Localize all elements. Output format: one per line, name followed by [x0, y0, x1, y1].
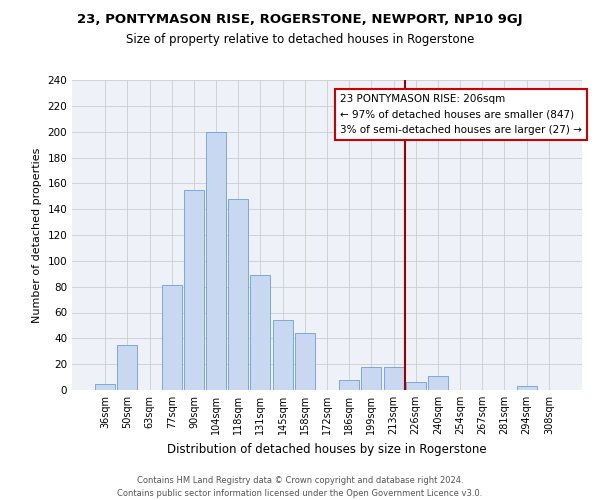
Bar [250, 275, 271, 390]
Text: 23, PONTYMASON RISE, ROGERSTONE, NEWPORT, NP10 9GJ: 23, PONTYMASON RISE, ROGERSTONE, NEWPORT… [77, 12, 523, 26]
Bar [339, 380, 359, 390]
Bar [228, 199, 248, 390]
Bar [95, 384, 115, 390]
Bar [118, 345, 137, 390]
Bar [383, 367, 404, 390]
Bar [517, 386, 536, 390]
Text: Contains HM Land Registry data © Crown copyright and database right 2024.
Contai: Contains HM Land Registry data © Crown c… [118, 476, 482, 498]
Bar [295, 333, 315, 390]
Bar [162, 286, 182, 390]
Text: 23 PONTYMASON RISE: 206sqm
← 97% of detached houses are smaller (847)
3% of semi: 23 PONTYMASON RISE: 206sqm ← 97% of deta… [340, 94, 581, 135]
Bar [184, 190, 204, 390]
X-axis label: Distribution of detached houses by size in Rogerstone: Distribution of detached houses by size … [167, 442, 487, 456]
Text: Size of property relative to detached houses in Rogerstone: Size of property relative to detached ho… [126, 32, 474, 46]
Y-axis label: Number of detached properties: Number of detached properties [32, 148, 42, 322]
Bar [428, 376, 448, 390]
Bar [406, 382, 426, 390]
Bar [361, 367, 382, 390]
Bar [206, 132, 226, 390]
Bar [272, 320, 293, 390]
